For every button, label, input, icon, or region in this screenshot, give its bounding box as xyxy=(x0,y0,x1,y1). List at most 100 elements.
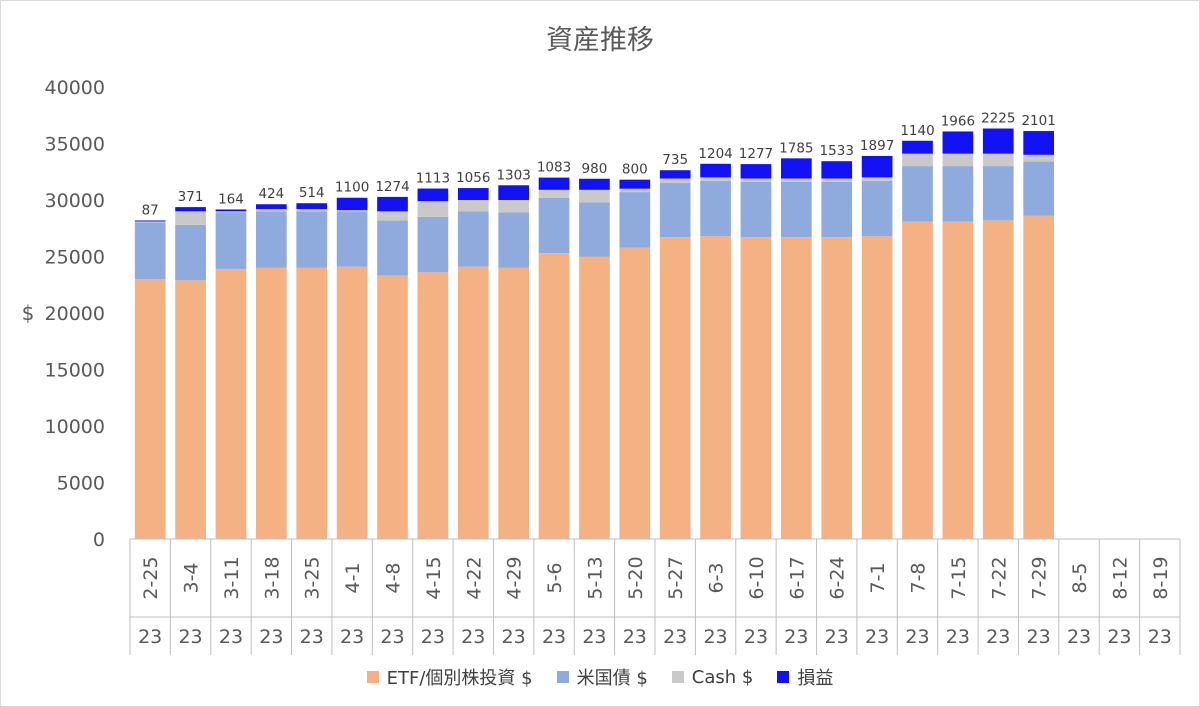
bar-segment-cash xyxy=(336,210,368,212)
x-tick-label: 3-11 xyxy=(221,556,243,599)
x-group-label: 23 xyxy=(340,626,364,648)
bar-segment-pnl xyxy=(134,220,166,222)
legend-label-pnl: 損益 xyxy=(797,668,834,689)
legend-swatch-etf xyxy=(366,671,379,683)
bar-segment-cash xyxy=(538,189,570,198)
data-label: 980 xyxy=(582,161,608,177)
bar-segment-etf xyxy=(256,267,287,539)
x-group-label: 23 xyxy=(825,626,849,648)
x-tick-label: 4-8 xyxy=(383,562,405,593)
x-group-label: 23 xyxy=(1107,626,1131,648)
bar-segment-pnl xyxy=(215,209,247,212)
x-tick-label: 4-22 xyxy=(463,556,485,599)
bar-segment-etf xyxy=(982,220,1014,539)
bar-segment-bond xyxy=(821,181,853,238)
x-tick-label: 8-19 xyxy=(1150,556,1172,599)
x-group-label: 23 xyxy=(784,626,808,648)
bars-group xyxy=(134,128,1054,540)
bar-segment-pnl xyxy=(619,179,651,189)
bar-segment-pnl xyxy=(740,164,772,179)
bar-segment-pnl xyxy=(821,161,853,179)
legend-item-bond: 米国債 $ xyxy=(556,664,648,690)
x-group-label: 23 xyxy=(623,626,647,648)
bar-segment-bond xyxy=(538,197,570,254)
data-label: 800 xyxy=(622,162,648,178)
x-tick-label: 4-29 xyxy=(504,556,526,599)
x-group-label: 23 xyxy=(1148,626,1172,648)
y-tick-label: 15000 xyxy=(45,360,105,382)
bar-segment-etf xyxy=(821,237,853,540)
bar-segment-pnl xyxy=(175,207,206,212)
data-label: 2101 xyxy=(1021,113,1055,129)
bar-segment-bond xyxy=(1023,161,1054,216)
x-tick-label: 2-25 xyxy=(140,556,162,599)
bar-segment-etf xyxy=(902,221,933,539)
bar-segment-etf xyxy=(296,267,328,539)
bar-segment-bond xyxy=(457,211,489,267)
legend-label-bond: 米国債 $ xyxy=(576,668,648,689)
bar-segment-bond xyxy=(982,166,1014,221)
x-tick-label: 3-25 xyxy=(302,556,324,599)
data-label: 1083 xyxy=(537,160,571,176)
bar-segment-cash xyxy=(175,211,206,225)
bar-segment-pnl xyxy=(781,158,812,179)
bar-segment-bond xyxy=(942,166,974,222)
bar-segment-cash xyxy=(942,153,974,167)
bar-segment-pnl xyxy=(256,204,287,210)
data-label: 1100 xyxy=(335,180,369,196)
bar-segment-etf xyxy=(619,247,651,539)
x-tick-label: 4-1 xyxy=(342,562,364,593)
bar-segment-pnl xyxy=(417,188,449,202)
data-label: 1966 xyxy=(941,113,975,129)
bar-segment-pnl xyxy=(942,131,974,154)
bar-segment-etf xyxy=(175,280,206,539)
x-tick-label: 7-15 xyxy=(948,556,970,599)
bar-segment-etf xyxy=(781,237,812,540)
y-tick-label: 0 xyxy=(93,529,105,551)
legend-item-pnl: 損益 xyxy=(777,664,833,690)
bar-segment-pnl xyxy=(296,203,328,210)
bar-segment-bond xyxy=(659,183,691,238)
x-tick-label: 7-29 xyxy=(1029,556,1051,599)
x-group-label: 23 xyxy=(1027,626,1051,648)
bar-segment-cash xyxy=(700,177,731,181)
data-label: 371 xyxy=(178,189,204,205)
legend-label-cash: Cash $ xyxy=(691,666,754,688)
bar-segment-cash xyxy=(377,211,408,221)
bar-segment-bond xyxy=(377,220,408,276)
y-tick-label: 25000 xyxy=(45,247,105,269)
y-tick-label: 10000 xyxy=(45,416,105,438)
bar-segment-pnl xyxy=(659,170,691,179)
data-label: 1113 xyxy=(416,171,450,187)
bar-segment-bond xyxy=(296,211,328,268)
bar-segment-etf xyxy=(215,268,247,539)
data-label: 1533 xyxy=(820,143,854,159)
data-label: 1897 xyxy=(860,138,894,154)
bar-segment-cash xyxy=(215,211,247,213)
legend-swatch-pnl xyxy=(777,671,790,683)
x-tick-label: 8-12 xyxy=(1109,556,1131,599)
bar-segment-pnl xyxy=(861,155,893,178)
bar-segment-cash xyxy=(861,177,893,181)
x-group-label: 23 xyxy=(865,626,889,648)
x-group-label: 23 xyxy=(744,626,768,648)
legend-swatch-cash xyxy=(671,671,684,683)
x-tick-label: 6-24 xyxy=(827,556,849,599)
bar-segment-pnl xyxy=(982,128,1014,154)
bar-segment-bond xyxy=(579,202,610,257)
bar-segment-etf xyxy=(377,275,408,539)
bar-segment-etf xyxy=(498,267,529,539)
legend-item-etf: ETF/個別株投資 $ xyxy=(366,664,533,690)
bar-segment-bond xyxy=(619,192,651,248)
bar-segment-etf xyxy=(134,279,166,539)
x-group-label: 23 xyxy=(905,626,929,648)
bar-segment-etf xyxy=(861,236,893,539)
bar-segment-cash xyxy=(659,178,691,184)
data-label: 87 xyxy=(142,202,159,218)
x-group-label: 23 xyxy=(461,626,485,648)
bar-segment-cash xyxy=(457,200,489,212)
x-group-label: 23 xyxy=(138,626,162,648)
bar-segment-cash xyxy=(740,178,772,182)
bar-segment-cash xyxy=(1023,154,1054,162)
bar-segment-cash xyxy=(902,153,933,167)
